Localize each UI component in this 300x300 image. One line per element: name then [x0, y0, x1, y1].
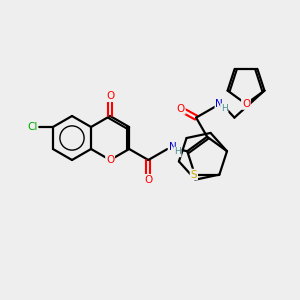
Text: N: N: [169, 142, 176, 152]
Text: S: S: [190, 169, 197, 180]
Text: O: O: [144, 175, 152, 185]
Text: H: H: [174, 148, 181, 157]
Text: H: H: [221, 104, 228, 113]
Text: O: O: [177, 104, 185, 114]
Text: N: N: [215, 99, 223, 109]
Text: Cl: Cl: [27, 122, 38, 132]
Text: O: O: [106, 91, 114, 101]
Text: O: O: [106, 155, 114, 165]
Text: O: O: [242, 99, 250, 109]
